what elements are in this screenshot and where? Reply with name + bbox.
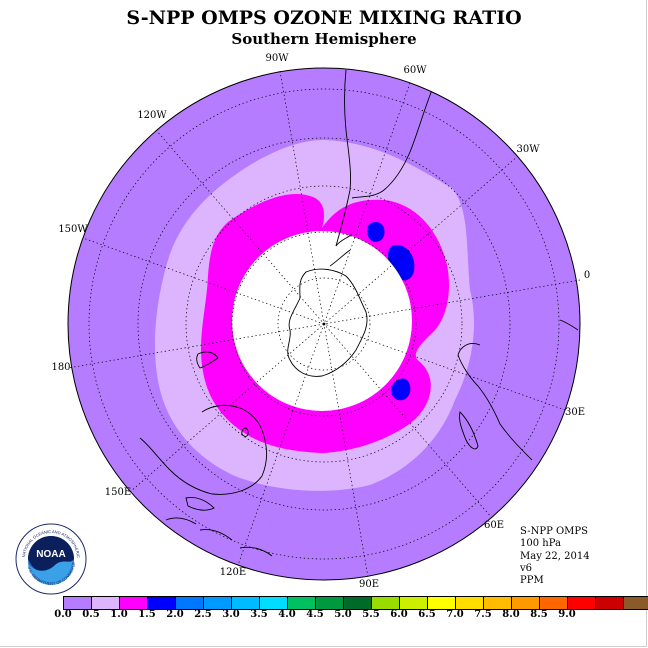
colorbar-swatch (316, 597, 344, 609)
colorbar-tick-label: 5.0 (334, 609, 352, 620)
colorbar-tick-label: 7.0 (446, 609, 464, 620)
map-boundary (67, 67, 581, 581)
colorbar-swatch (64, 597, 92, 609)
colorbar-swatch (204, 597, 232, 609)
south-america-east (351, 89, 433, 199)
latitude-circle-60s (185, 185, 463, 463)
lon-label-120e: 120E (220, 567, 246, 578)
colorbar-swatch (148, 597, 176, 609)
madagascar (459, 411, 479, 450)
colorbar-swatch (288, 597, 316, 609)
coastlines (139, 69, 579, 557)
colorbar-tick-label: 4.0 (278, 609, 296, 620)
polar-no-data-cap (232, 231, 412, 411)
colorbar-tick-label: 0.0 (54, 609, 72, 620)
meridian-0-180 (67, 279, 581, 369)
colorbar-swatch (92, 597, 120, 609)
tierra-del-fuego (335, 233, 353, 247)
colorbar-swatch (344, 597, 372, 609)
colorbar-ticks: 0.0 0.5 1.0 1.5 2.0 2.5 3.0 3.5 4.0 4.5 5.0 5.5 6.0 6… (52, 609, 612, 623)
product-info: S-NPP OMPS 100 hPa May 22, 2014 v6 PPM (520, 526, 590, 587)
info-level: 100 hPa (520, 538, 561, 550)
colorbar-tick-label: 3.5 (250, 609, 268, 620)
tasmania (241, 427, 249, 437)
new-guinea (185, 497, 215, 511)
latitude-circle-50s (137, 137, 511, 511)
colorbar (63, 596, 648, 610)
noaa-logo: NOAA NATIONAL OCEANIC AND ATMOSPHERIC AD… (15, 523, 87, 595)
colorbar-swatch (232, 597, 260, 609)
south-america-coast (335, 69, 351, 247)
colorbar-swatch (540, 597, 568, 609)
colorbar-swatch (260, 597, 288, 609)
map-title: S-NPP OMPS OZONE MIXING RATIO (126, 7, 522, 29)
south-pole-dot (322, 322, 326, 326)
latitude-circle-40s (88, 88, 560, 560)
africa-coast (457, 343, 533, 461)
colorbar-tick-label: 6.0 (390, 609, 408, 620)
lon-label-150e: 150E (105, 487, 131, 498)
colorbar-tick-label: 2.0 (166, 609, 184, 620)
info-version: v6 (520, 562, 533, 574)
colorbar-swatch (428, 597, 456, 609)
colorbar-tick-label: 4.5 (306, 609, 324, 620)
colorbar-swatch (120, 597, 148, 609)
colorbar-swatch (372, 597, 400, 609)
colorbar-swatch (484, 597, 512, 609)
meridian-30e-150w (82, 237, 566, 411)
colorbar-tick-label: 1.5 (138, 609, 156, 620)
lon-label-150w: 150W (58, 224, 88, 235)
map-subtitle: Southern Hemisphere (231, 30, 417, 48)
lon-label-90e: 90E (359, 579, 379, 590)
colorbar-tick-label: 1.0 (110, 609, 128, 620)
africa-south-tip (559, 319, 579, 331)
colorbar-swatch (568, 597, 596, 609)
colorbar-swatch (512, 597, 540, 609)
lon-label-30w: 30W (516, 144, 540, 155)
svg-text:NOAA: NOAA (36, 549, 65, 560)
colorbar-tick-label: 6.5 (418, 609, 436, 620)
info-units: PPM (520, 575, 544, 587)
colorbar-swatch (456, 597, 484, 609)
indonesia-islands (165, 517, 273, 557)
colorbar-tick-label: 5.5 (362, 609, 380, 620)
antarctica-coast (287, 268, 368, 377)
lon-label-60w: 60W (403, 65, 427, 76)
colorbar-tick-label: 8.0 (502, 609, 520, 620)
lon-label-120w: 120W (137, 110, 167, 121)
colorbar-swatch (176, 597, 204, 609)
latitude-circle-80s (277, 277, 371, 371)
colorbar-tick-label: 8.5 (530, 609, 548, 620)
info-date: May 22, 2014 (520, 550, 590, 562)
lon-label-30e: 30E (565, 407, 585, 418)
australia-coast (139, 404, 267, 495)
info-instrument: S-NPP OMPS (520, 526, 588, 537)
lon-label-0: 0 (584, 270, 590, 281)
ozone-band-1.5-2.0-c (391, 378, 411, 401)
meridian-60w-120e (237, 82, 411, 566)
antarctic-peninsula (329, 249, 351, 267)
colorbar-tick-label: 3.0 (222, 609, 240, 620)
colorbar-swatch (596, 597, 624, 609)
lon-label-90w: 90W (265, 53, 289, 64)
lon-label-60e: 60E (484, 520, 504, 531)
colorbar-tick-label: 7.5 (474, 609, 492, 620)
latitude-circle-70s (231, 231, 417, 417)
lon-label-180: 180 (51, 362, 70, 373)
ozone-band-1.5-2.0-a (367, 222, 385, 242)
colorbar-tick-label: 0.5 (82, 609, 100, 620)
colorbar-swatch (624, 597, 648, 609)
new-zealand (196, 351, 219, 369)
colorbar-tick-label: 9.0 (558, 609, 576, 620)
colorbar-tick-label: 2.5 (194, 609, 212, 620)
longitude-labels: 90W 60W 30W 0 30E 60E 90E 120E 150E 180 … (51, 53, 590, 590)
colorbar-swatch (400, 597, 428, 609)
